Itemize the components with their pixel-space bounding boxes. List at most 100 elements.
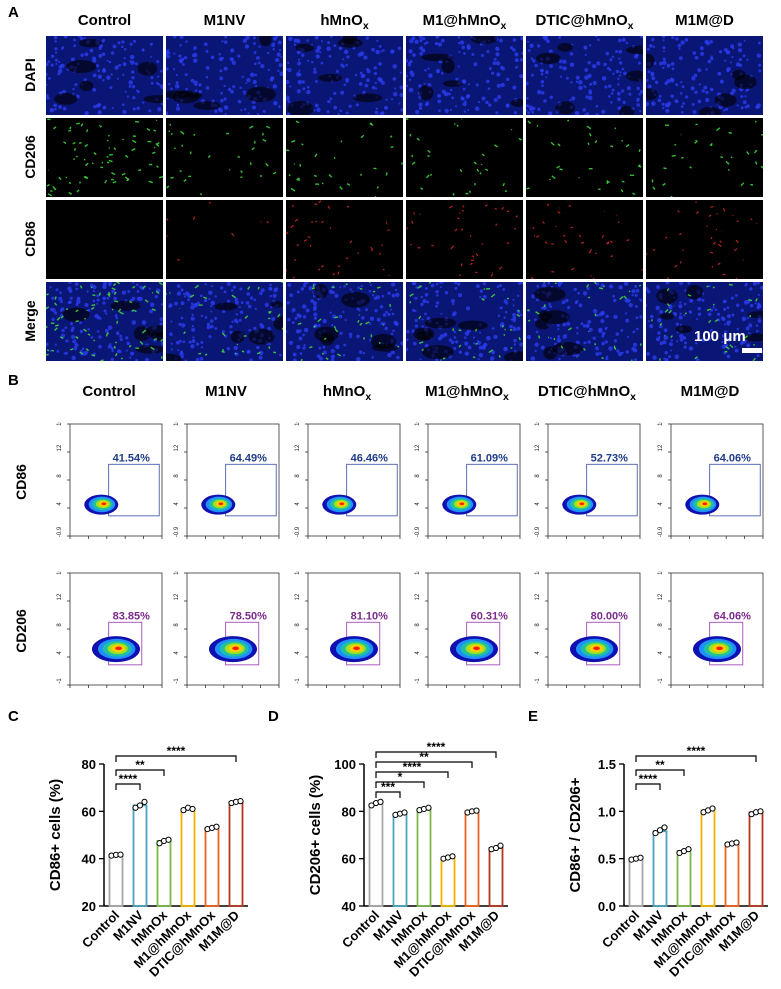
data-point bbox=[450, 854, 455, 859]
micro-tile-cd86-3 bbox=[406, 200, 523, 279]
column-title-3: M1@hMnOx bbox=[401, 12, 528, 32]
gate-percent: 64.49% bbox=[230, 452, 268, 464]
micro-tile-cd86-1 bbox=[166, 200, 283, 279]
micro-image bbox=[646, 200, 763, 279]
flow-ytick: -0.9 bbox=[174, 526, 180, 537]
micro-image bbox=[166, 118, 283, 197]
flow-ytick: 16.8 bbox=[295, 571, 301, 575]
micro-image bbox=[286, 36, 403, 115]
micro-image bbox=[646, 118, 763, 197]
gate-percent: 64.06% bbox=[714, 452, 752, 464]
flow-plot-cd86-5: -0.9481216.864.06% bbox=[649, 422, 775, 556]
micro-image bbox=[166, 282, 283, 361]
micro-image bbox=[166, 200, 283, 279]
micro-image bbox=[166, 36, 283, 115]
row-label-cd86: CD86 bbox=[22, 209, 38, 269]
flow-ytick: 16.8 bbox=[415, 571, 421, 575]
micro-image bbox=[46, 200, 163, 279]
flow-ytick: 12 bbox=[174, 444, 180, 451]
y-tick-label: 1.0 bbox=[598, 804, 616, 819]
micro-image bbox=[526, 282, 643, 361]
flow-plot-cd206-1: -1481216.878.50% bbox=[165, 571, 291, 705]
bar bbox=[206, 828, 219, 906]
flow-ytick: 8 bbox=[658, 474, 664, 478]
gate-percent: 78.50% bbox=[230, 610, 268, 622]
flow-ytick: 4 bbox=[415, 651, 421, 655]
flow-ytick: 16.8 bbox=[57, 571, 63, 575]
scale-bar bbox=[742, 348, 762, 353]
bar bbox=[134, 805, 147, 906]
micro-tile-cd206-1 bbox=[166, 118, 283, 197]
micro-tile-dapi-4 bbox=[526, 36, 643, 115]
flow-ytick: 8 bbox=[57, 623, 63, 627]
gate-percent: 81.10% bbox=[351, 610, 389, 622]
bar bbox=[230, 802, 243, 906]
scale-bar-label: 100 μm bbox=[694, 328, 746, 345]
flow-ytick: 8 bbox=[658, 623, 664, 627]
flow-row-label-cd86: CD86 bbox=[13, 447, 29, 517]
micro-image bbox=[406, 282, 523, 361]
flow-ytick: 12 bbox=[57, 593, 63, 600]
gate-percent: 60.31% bbox=[471, 610, 509, 622]
bar bbox=[702, 810, 715, 906]
flow-ytick: 8 bbox=[295, 474, 301, 478]
micro-image bbox=[46, 36, 163, 115]
gate-percent: 46.46% bbox=[351, 452, 389, 464]
flow-ytick: 16.8 bbox=[658, 422, 664, 426]
micro-tile-cd86-5 bbox=[646, 200, 763, 279]
column-title-4: DTIC@hMnOx bbox=[521, 12, 648, 32]
micro-image bbox=[286, 282, 403, 361]
column-title-5: M1M@D bbox=[641, 12, 768, 29]
data-point bbox=[686, 847, 691, 852]
micro-tile-dapi-2 bbox=[286, 36, 403, 115]
flow-ytick: 4 bbox=[535, 651, 541, 655]
bar bbox=[110, 855, 123, 906]
flow-ytick: 4 bbox=[658, 502, 664, 506]
y-tick-label: 40 bbox=[82, 852, 96, 867]
flow-plot-cd86-2: -0.9481216.846.46% bbox=[286, 422, 412, 556]
bar bbox=[678, 851, 691, 906]
flow-plot-cd206-4: -1481216.880.00% bbox=[526, 571, 652, 705]
significance-label: ** bbox=[135, 758, 145, 772]
data-point bbox=[166, 837, 171, 842]
bar bbox=[750, 812, 763, 906]
flow-ytick: -1 bbox=[415, 678, 421, 684]
gate-percent: 64.06% bbox=[714, 610, 752, 622]
flow-ytick: 12 bbox=[658, 593, 664, 600]
micro-tile-cd206-5 bbox=[646, 118, 763, 197]
flow-ytick: 16.8 bbox=[295, 422, 301, 426]
micro-image bbox=[406, 36, 523, 115]
flow-ytick: 4 bbox=[174, 651, 180, 655]
bar bbox=[370, 804, 383, 906]
micro-image bbox=[46, 282, 163, 361]
flow-plot-cd86-4: -0.9481216.852.73% bbox=[526, 422, 652, 556]
flow-plot-cd86-3: -0.9481216.861.09% bbox=[406, 422, 532, 556]
micro-tile-cd206-3 bbox=[406, 118, 523, 197]
flow-ytick: -1 bbox=[295, 678, 301, 684]
gate-percent: 80.00% bbox=[591, 610, 629, 622]
flow-ytick: 12 bbox=[174, 593, 180, 600]
y-tick-label: 100 bbox=[334, 757, 356, 772]
flow-ytick: 4 bbox=[57, 502, 63, 506]
micro-image bbox=[526, 118, 643, 197]
micro-tile-cd206-0 bbox=[46, 118, 163, 197]
flow-ytick: -0.9 bbox=[658, 526, 664, 537]
data-point bbox=[474, 808, 479, 813]
flow-ytick: 12 bbox=[57, 444, 63, 451]
data-point bbox=[734, 840, 739, 845]
bar bbox=[394, 814, 407, 906]
micro-image bbox=[526, 200, 643, 279]
flow-ytick: 4 bbox=[535, 502, 541, 506]
micro-tile-dapi-3 bbox=[406, 36, 523, 115]
flow-ytick: -1 bbox=[57, 678, 63, 684]
significance-label: ** bbox=[655, 758, 665, 772]
y-tick-label: 60 bbox=[342, 852, 356, 867]
micro-tile-dapi-1 bbox=[166, 36, 283, 115]
flow-ytick: 16.8 bbox=[174, 571, 180, 575]
flow-ytick: 8 bbox=[174, 474, 180, 478]
data-point bbox=[402, 810, 407, 815]
micro-tile-cd206-4 bbox=[526, 118, 643, 197]
